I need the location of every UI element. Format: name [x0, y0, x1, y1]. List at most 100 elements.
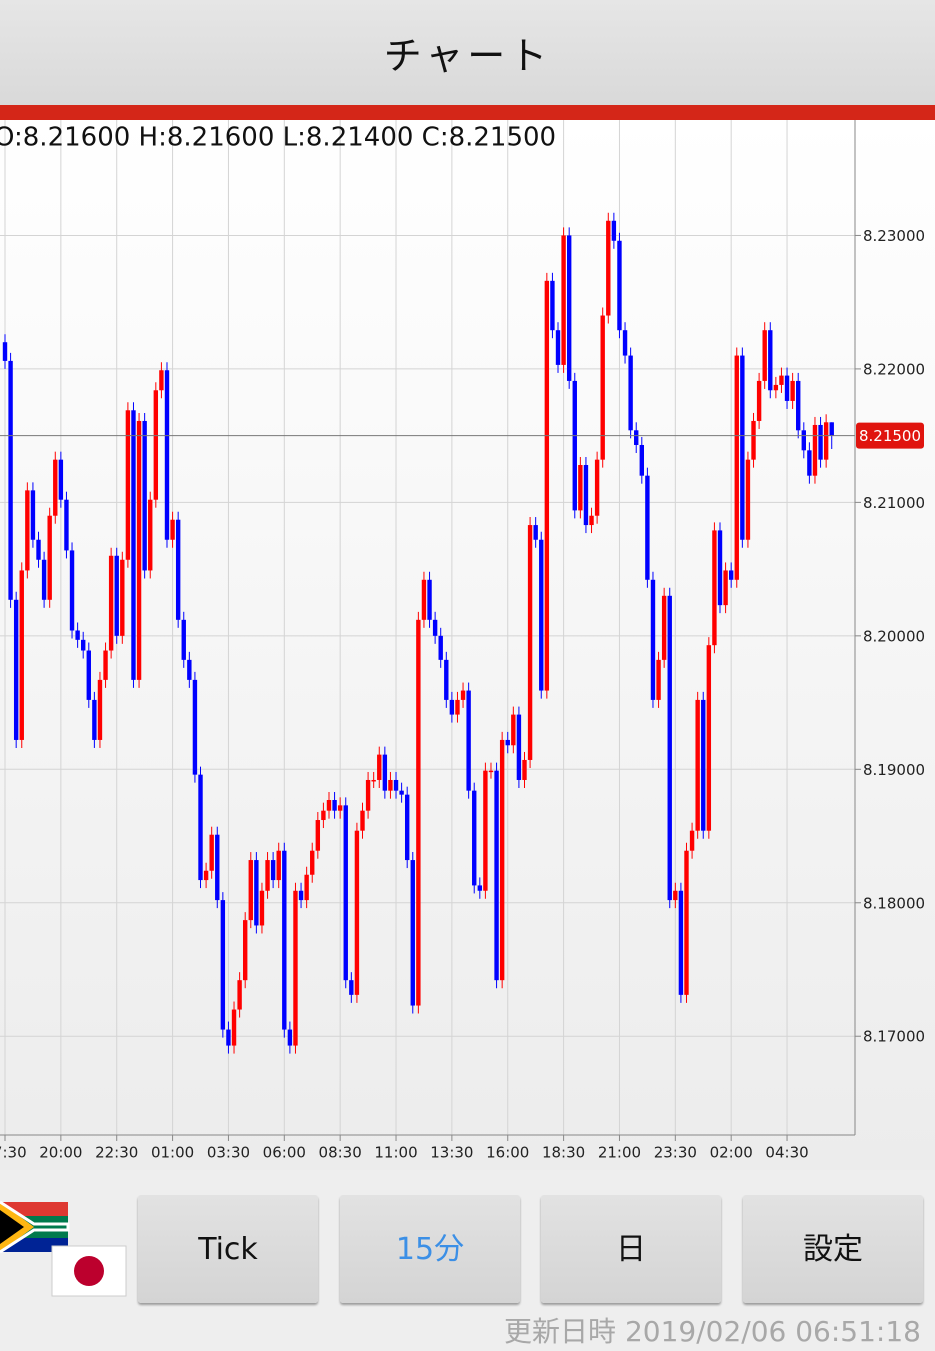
candle-body [248, 860, 253, 921]
candle-body [120, 559, 125, 636]
period-button[interactable]: Tick [138, 1195, 318, 1303]
y-tick-label: 8.21000 [863, 494, 925, 512]
candle-body [270, 860, 276, 881]
candle-body [53, 459, 58, 516]
candle-body [399, 790, 404, 795]
candle-body [606, 220, 611, 316]
candle-body [97, 679, 103, 740]
candle-body [650, 579, 656, 700]
y-tick-label: 8.19000 [863, 761, 925, 779]
x-tick-label: 11:00 [374, 1144, 417, 1162]
candle-body [594, 459, 600, 516]
candle-body [773, 384, 779, 391]
flag-japan [51, 1245, 127, 1297]
candle-body [745, 459, 751, 540]
candle-body [667, 595, 672, 901]
candle-body [203, 870, 209, 881]
y-tick-label: 8.23000 [863, 227, 925, 245]
candle-body [522, 759, 527, 780]
candle-body [645, 475, 650, 580]
period-button[interactable]: 設定 [743, 1195, 923, 1303]
candle-body [36, 539, 41, 560]
candle-body [550, 280, 555, 331]
candle-body [321, 810, 326, 821]
candle-body [19, 570, 24, 740]
candle-body [673, 890, 678, 901]
candle-body [237, 980, 242, 1010]
candle-body [466, 690, 471, 791]
candle-body [511, 714, 516, 746]
y-tick-label: 8.18000 [863, 894, 925, 912]
candle-body [41, 559, 47, 600]
candle-body [75, 630, 80, 640]
candle-body [762, 330, 767, 381]
candle-body [494, 770, 499, 981]
candle-body [360, 810, 365, 831]
candle-body [231, 1009, 237, 1046]
candle-body [226, 1029, 231, 1046]
candle-body [678, 890, 684, 995]
candle-body [617, 240, 622, 331]
candle-body [276, 850, 281, 881]
candle-body [170, 519, 175, 540]
candle-body [159, 370, 164, 391]
accent-bar [0, 105, 935, 120]
candle-body [483, 770, 488, 891]
candle-body [377, 754, 382, 780]
candle-body [572, 380, 577, 511]
candle-body [527, 525, 533, 760]
period-button[interactable]: 15分 [340, 1195, 520, 1303]
candle-body [142, 420, 147, 571]
candle-body [86, 650, 91, 700]
candle-body [661, 595, 667, 660]
candle-body [566, 235, 572, 381]
candle-body [622, 330, 628, 356]
candle-body [807, 450, 812, 476]
candle-body [58, 459, 64, 500]
candle-body [421, 579, 427, 620]
candle-body [656, 659, 661, 700]
candle-body [539, 539, 544, 691]
candle-body [108, 555, 114, 651]
x-tick-label: 20:00 [39, 1144, 82, 1162]
candle-body [751, 420, 756, 460]
period-button[interactable]: 日 [541, 1195, 721, 1303]
candle-body [723, 570, 728, 606]
candle-body [404, 794, 410, 861]
candle-body [712, 530, 717, 646]
candle-body [684, 850, 689, 995]
candle-body [639, 444, 645, 476]
candle-body [533, 525, 538, 540]
chart: 8.17000 8.18000 8.19000 8.20000 8.21000 8.220… [0, 120, 935, 1170]
candle-body [304, 874, 309, 901]
last-price-label: 8.21500 [859, 427, 921, 445]
candle-body [69, 550, 75, 631]
candle-body [477, 885, 483, 891]
candle-body [784, 375, 790, 401]
candle-body [455, 699, 460, 715]
candle-body [516, 714, 522, 780]
candle-body [779, 375, 784, 385]
candle-body [740, 355, 745, 540]
candle-body [600, 315, 605, 460]
candle-body [175, 519, 181, 620]
candle-body [337, 805, 343, 811]
candle-body [589, 515, 594, 526]
candle-body [371, 779, 376, 782]
x-tick-label: 02:00 [710, 1144, 753, 1162]
candle-body [298, 890, 304, 901]
candle-body [220, 900, 226, 1030]
updated-time: 更新日時 2019/02/06 06:51:18 [504, 1315, 921, 1348]
candle-body [131, 410, 136, 680]
candle-body [544, 280, 550, 691]
candle-body [242, 920, 248, 981]
candle-body [734, 355, 739, 580]
candle-body [728, 570, 734, 580]
candle-body [332, 800, 337, 811]
candle-body [343, 805, 348, 981]
candle-body [148, 499, 153, 571]
candle-body [103, 650, 108, 680]
candle-body [611, 220, 617, 241]
x-tick-label: 01:00 [151, 1144, 194, 1162]
